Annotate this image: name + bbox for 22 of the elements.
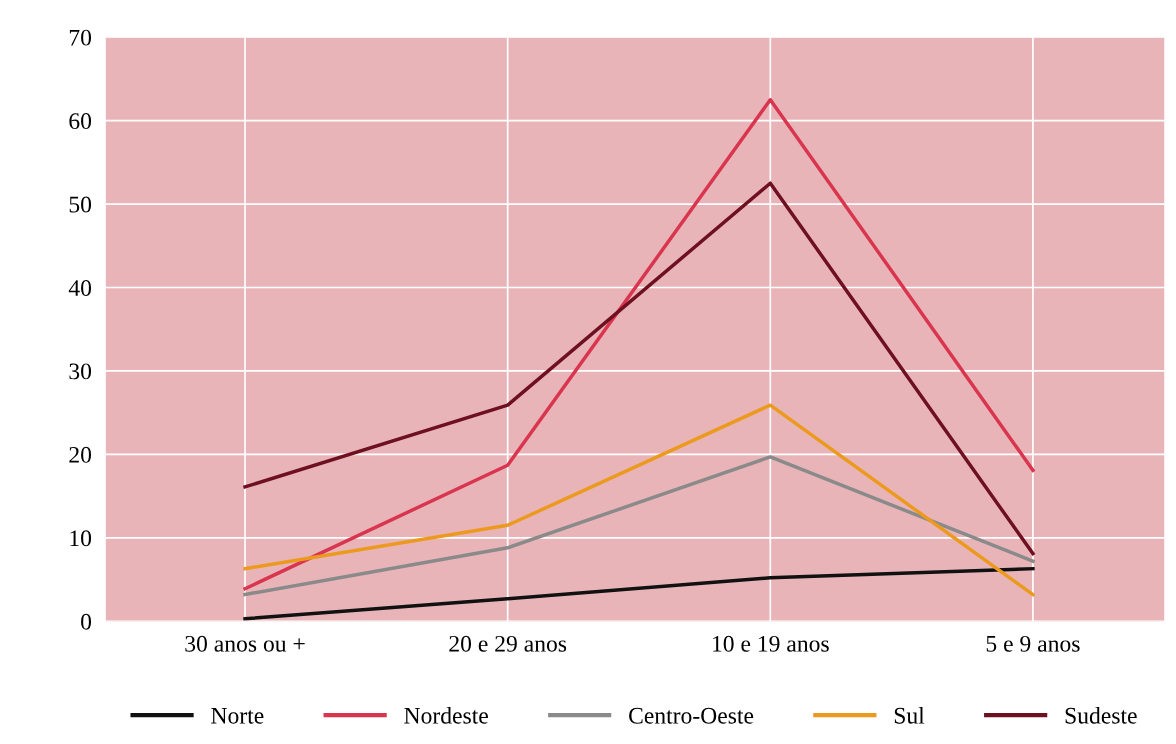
legend-label: Nordeste	[404, 707, 488, 724]
legend-label: Centro-Oeste	[629, 707, 754, 724]
line-series	[243, 455, 1035, 597]
line-series	[243, 181, 1035, 556]
y-tick-label: 60	[69, 113, 92, 130]
legend-label: Norte	[211, 707, 264, 724]
y-tick-label: 10	[70, 530, 92, 547]
x-tick-label: 20 e 29 anos	[449, 635, 567, 652]
line-series	[243, 566, 1035, 621]
legend-label: Sul	[894, 707, 925, 724]
y-tick-label: 70	[69, 29, 92, 46]
y-tick-label: 20	[69, 446, 92, 463]
line-series	[243, 403, 1035, 597]
y-tick-label: 30	[69, 363, 92, 380]
y-tick-label: 40	[68, 279, 92, 296]
x-tick-label: 10 e 19 anos	[713, 635, 829, 652]
legend-label: Sudeste	[1065, 707, 1137, 724]
line-series	[243, 98, 1035, 591]
x-tick-label: 5 e 9 anos	[986, 635, 1080, 652]
x-tick-label: 30 anos ou +	[185, 635, 305, 652]
y-tick-label: 0	[81, 613, 92, 630]
y-tick-label: 50	[69, 196, 92, 213]
